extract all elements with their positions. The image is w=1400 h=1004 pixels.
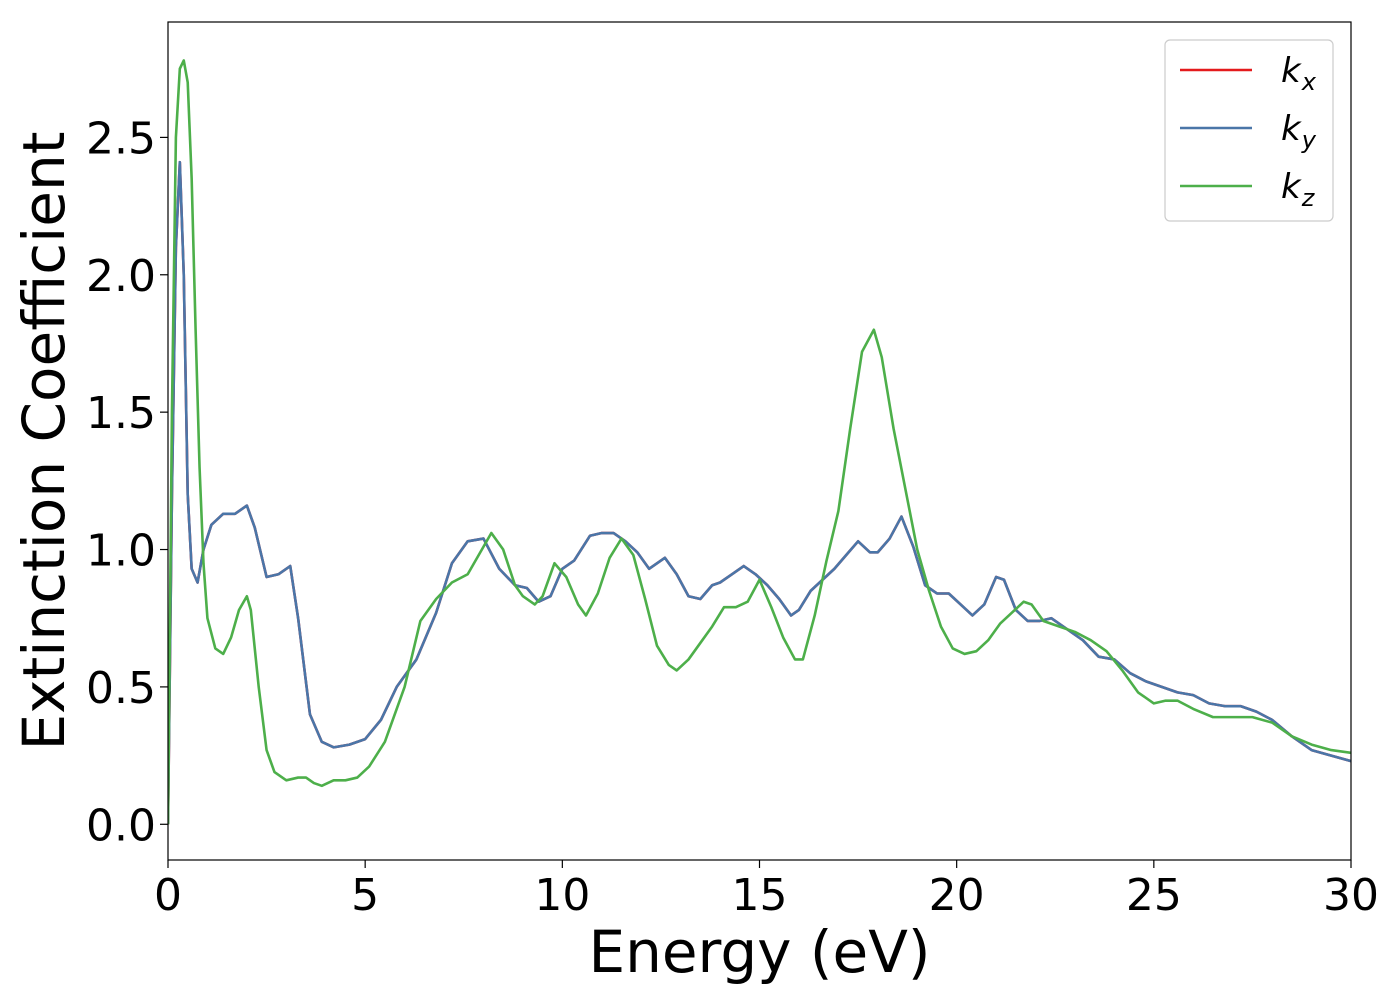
y-tick-label: 2.5 [86, 113, 156, 164]
x-tick-label: 10 [534, 870, 590, 921]
legend-label-x: kx [1281, 51, 1317, 96]
series-line-z [168, 59, 1351, 825]
x-tick-label: 5 [351, 870, 379, 921]
y-tick-label: 1.5 [86, 388, 156, 439]
series-line-y [168, 160, 1351, 825]
x-tick-label: 0 [154, 870, 182, 921]
x-tick-label: 25 [1126, 870, 1182, 921]
x-tick-label: 20 [929, 870, 985, 921]
y-tick-label: 2.0 [86, 251, 156, 302]
x-tick-label: 15 [732, 870, 788, 921]
axes: 0 5 10 15 20 25 30 0.0 0.5 1.0 1.5 2.0 2.5 [86, 21, 1379, 921]
y-tick-label: 0.5 [86, 663, 156, 714]
series-line-x [168, 160, 1351, 825]
y-axis-label: Extinction Coefficient [10, 132, 78, 751]
x-axis-label: Energy (eV) [588, 918, 930, 986]
y-tick-label: 0.0 [86, 800, 156, 851]
legend-box [1164, 39, 1334, 222]
x-tick-label: 30 [1323, 870, 1379, 921]
plot-area [168, 59, 1351, 825]
y-tick-label: 1.0 [86, 526, 156, 577]
